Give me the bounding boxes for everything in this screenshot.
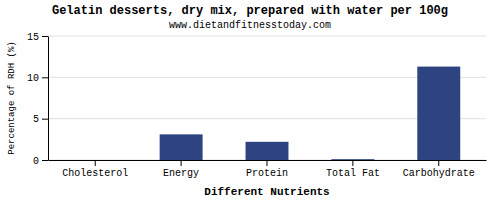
x-axis-title: Different Nutrients bbox=[204, 186, 329, 198]
x-tick-label: Protein bbox=[246, 168, 288, 179]
bar bbox=[160, 134, 203, 160]
x-tick-label: Energy bbox=[163, 168, 199, 179]
x-tick-mark bbox=[438, 160, 439, 166]
y-tick-mark bbox=[42, 36, 48, 37]
x-tick-label: Total Fat bbox=[326, 168, 380, 179]
x-tick: Protein bbox=[246, 160, 288, 179]
chart-svg: Cholesterol Energy Protein Total Fat Carbohy… bbox=[0, 0, 500, 200]
y-tick-label: 0 bbox=[33, 156, 39, 167]
bar bbox=[417, 67, 460, 160]
bars bbox=[160, 67, 461, 160]
y-tick: 5 bbox=[33, 114, 48, 125]
y-tick-label: 5 bbox=[33, 114, 39, 125]
x-tick: Energy bbox=[163, 160, 199, 179]
x-tick-mark bbox=[352, 160, 353, 166]
y-tick-mark bbox=[42, 77, 48, 78]
x-tick-mark bbox=[181, 160, 182, 166]
subtitle: www.dietandfitnesstoday.com bbox=[169, 20, 331, 31]
bar bbox=[331, 159, 374, 160]
bar bbox=[74, 160, 117, 161]
bar bbox=[246, 142, 289, 160]
x-tick-label: Carbohydrate bbox=[403, 168, 475, 179]
x-tick: Carbohydrate bbox=[403, 160, 475, 179]
y-axis-title: Percentage of RDH (%) bbox=[7, 41, 17, 154]
grid bbox=[48, 36, 486, 160]
y-tick-mark bbox=[42, 119, 48, 120]
x-tick: Total Fat bbox=[326, 160, 380, 179]
y-tick-mark bbox=[42, 160, 48, 161]
y-tick: 10 bbox=[27, 73, 48, 84]
grid-line bbox=[48, 36, 486, 37]
x-tick-mark bbox=[95, 160, 96, 166]
y-axis-line bbox=[48, 37, 49, 161]
y-tick-label: 10 bbox=[27, 73, 39, 84]
y-tick-label: 15 bbox=[27, 32, 39, 43]
y-tick: 0 bbox=[33, 156, 48, 167]
x-tick-label: Cholesterol bbox=[62, 168, 128, 179]
chart-container: Cholesterol Energy Protein Total Fat Carbohy… bbox=[0, 0, 500, 200]
y-axis: 0 5 10 15 bbox=[27, 32, 49, 167]
x-tick-mark bbox=[267, 160, 268, 166]
title: Gelatin desserts, dry mix, prepared with… bbox=[52, 4, 448, 18]
x-axis: Cholesterol Energy Protein Total Fat Carbohy… bbox=[49, 160, 487, 179]
x-tick: Cholesterol bbox=[62, 160, 128, 179]
y-tick: 15 bbox=[27, 32, 48, 43]
